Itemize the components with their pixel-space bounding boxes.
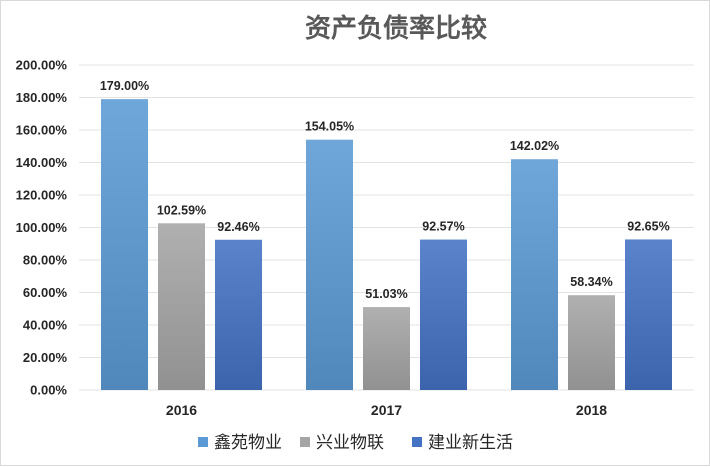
y-tick-label: 140.00% bbox=[16, 155, 68, 170]
legend-swatch bbox=[300, 437, 310, 447]
bar-2018-2 bbox=[625, 239, 672, 390]
y-tick-label: 80.00% bbox=[23, 253, 68, 268]
data-label: 51.03% bbox=[365, 287, 407, 301]
x-category-label: 2017 bbox=[371, 402, 402, 418]
y-axis-ticks: 0.00% 20.00% 40.00% 60.00% 80.00% 100.00% 120.… bbox=[16, 58, 68, 398]
bar-2018-1 bbox=[568, 295, 615, 390]
data-label: 92.65% bbox=[627, 219, 669, 233]
data-labels: 179.00% 102.59% 92.46% 154.05% 51.03% 92.57% 1… bbox=[100, 79, 670, 301]
bar-2016-2 bbox=[215, 239, 262, 390]
y-tick-label: 100.00% bbox=[16, 220, 68, 235]
legend-swatch bbox=[198, 437, 208, 447]
y-tick-label: 160.00% bbox=[16, 123, 68, 138]
y-tick-label: 180.00% bbox=[16, 90, 68, 105]
legend-label: 建业新生活 bbox=[428, 433, 513, 453]
y-tick-label: 20.00% bbox=[23, 350, 68, 365]
legend-swatch bbox=[412, 437, 422, 447]
bar-2018-0 bbox=[511, 159, 558, 390]
bar-2016-1 bbox=[158, 223, 205, 390]
data-label: 102.59% bbox=[157, 203, 206, 217]
x-category-label: 2016 bbox=[166, 402, 197, 418]
chart-title: 资产负债率比较 bbox=[305, 13, 487, 44]
y-tick-label: 60.00% bbox=[23, 285, 68, 300]
legend-label: 兴业物联 bbox=[316, 433, 384, 453]
data-label: 92.46% bbox=[217, 220, 259, 234]
x-category-label: 2018 bbox=[576, 402, 607, 418]
legend-label: 鑫苑物业 bbox=[214, 433, 282, 453]
data-label: 142.02% bbox=[510, 139, 559, 153]
data-label: 154.05% bbox=[305, 120, 354, 134]
data-label: 179.00% bbox=[100, 79, 149, 93]
y-tick-label: 40.00% bbox=[23, 318, 68, 333]
bar-2016-0 bbox=[101, 99, 148, 390]
bar-2017-0 bbox=[306, 139, 353, 390]
y-tick-label: 200.00% bbox=[16, 58, 68, 73]
data-label: 92.57% bbox=[422, 220, 464, 234]
bar-2017-1 bbox=[363, 307, 410, 390]
data-label: 58.34% bbox=[570, 275, 612, 289]
y-tick-label: 0.00% bbox=[30, 383, 67, 398]
x-axis-categories: 2016 2017 2018 bbox=[166, 402, 607, 418]
legend: 鑫苑物业 兴业物联 建业新生活 bbox=[198, 433, 513, 453]
y-tick-label: 120.00% bbox=[16, 188, 68, 203]
bar-2017-2 bbox=[420, 239, 467, 390]
bars bbox=[101, 99, 672, 390]
